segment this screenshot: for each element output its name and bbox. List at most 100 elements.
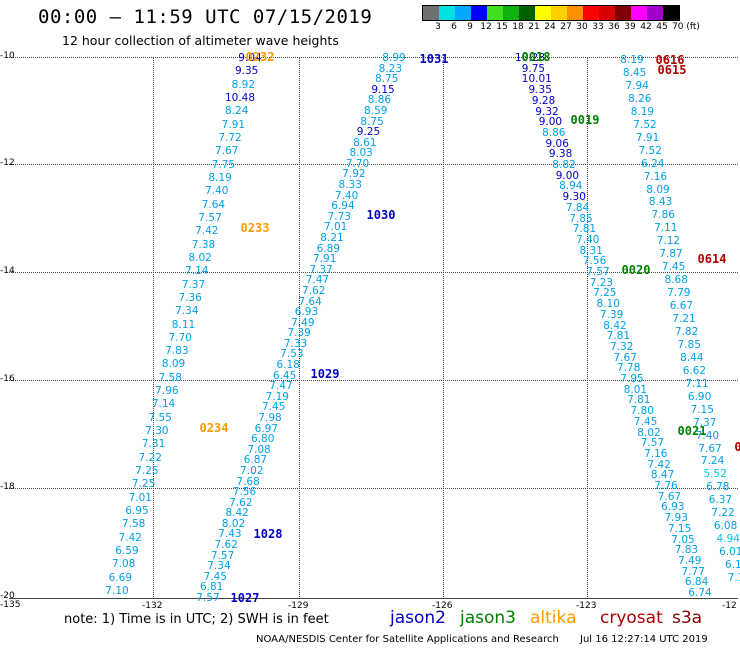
wave-height-value: 8.23 [378, 62, 403, 75]
wave-height-value: 9.35 [528, 84, 552, 97]
wave-height-value: 7.08 [247, 443, 271, 456]
wave-height-value: 6.59 [115, 545, 139, 558]
wave-height-value: 7.11 [685, 377, 709, 390]
y-tick-label: -14 [0, 266, 15, 276]
wave-height-value: 7.53 [280, 348, 304, 361]
wave-height-value: 7.32 [610, 340, 634, 353]
wave-height-value: 7.67 [698, 442, 722, 455]
color-scale-label: 45 [656, 22, 668, 32]
gridline-x-132 [153, 57, 154, 599]
pass-time-label: 0616 [655, 53, 685, 67]
wave-height-value: 7.10 [105, 585, 129, 597]
wave-height-value: 7.82 [674, 325, 699, 338]
wave-height-value: 7.56 [582, 255, 607, 268]
wave-height-value: 8.26 [628, 92, 652, 105]
x-tick-label: -126 [432, 601, 453, 611]
wave-height-value: 8.82 [552, 159, 576, 171]
wave-height-value: 7.80 [630, 405, 654, 418]
wave-height-value: 7.64 [298, 295, 322, 308]
wave-height-value: 7.67 [613, 351, 637, 364]
wave-height-value: 9.35 [234, 65, 259, 78]
color-scale-label: 30 [576, 22, 588, 32]
wave-height-value: 7.85 [569, 212, 593, 225]
wave-height-value: 7.64 [201, 198, 226, 211]
wave-height-value: 7.77 [681, 565, 705, 578]
color-scale-label: 70 (ft) [672, 22, 700, 32]
wave-height-value: 7.49 [291, 316, 315, 329]
wave-height-value: 8.86 [367, 94, 392, 107]
pass-time-label: 1029 [310, 367, 340, 381]
wave-height-value: 6.45 [272, 369, 297, 382]
pass-time-label: 1028 [253, 527, 283, 541]
pass-time-label: 0019 [570, 113, 600, 127]
wave-height-value: 7.49 [678, 554, 702, 567]
gridline-x-126 [443, 57, 444, 599]
wave-height-value: 7.94 [625, 79, 649, 92]
pass-time-label: 0 [734, 440, 740, 454]
gridline-y-12 [9, 164, 738, 165]
wave-height-value: 7.37 [309, 263, 333, 276]
pass-time-label: 0020 [621, 263, 651, 277]
plot-bottom-border [9, 598, 738, 599]
pass-time-label: 0614 [697, 252, 727, 266]
wave-height-value: 7.23 [589, 276, 614, 289]
wave-height-value: 8.59 [364, 104, 388, 117]
wave-height-value: 6.97 [254, 422, 279, 435]
color-swatch [599, 6, 615, 20]
wave-height-value: 6.93 [661, 501, 685, 514]
wave-height-value: 7.52 [638, 144, 662, 157]
wave-height-value: 8.09 [646, 183, 670, 196]
wave-height-value: 7.37 [181, 278, 206, 291]
wave-height-value: 7.91 [635, 131, 660, 144]
wave-height-value: 4.94 [716, 533, 740, 546]
wave-height-value: 8.11 [171, 318, 196, 331]
wave-height-value: 7.42 [118, 531, 142, 544]
wave-height-value: 10.01 [521, 73, 552, 86]
wave-height-value: 7.58 [121, 518, 146, 531]
map-plot-area [9, 57, 738, 599]
wave-height-value: 7.19 [265, 390, 289, 403]
wave-height-value: 10.48 [224, 91, 256, 104]
wave-height-value: 7.73 [327, 210, 351, 223]
legend-s3a: s3a [672, 608, 703, 628]
wave-height-value: 9.75 [521, 62, 546, 75]
wave-height-value: 7.91 [313, 253, 337, 266]
wave-height-value: 9.00 [538, 116, 563, 129]
wave-height-value: 7.67 [657, 490, 682, 503]
generation-timestamp: Jul 16 12:27:14 UTC 2019 [580, 634, 708, 645]
color-scale-label: 33 [592, 22, 604, 32]
x-tick-label: -12 [722, 601, 737, 611]
wave-height-value: 7.83 [674, 544, 699, 557]
wave-height-value: 9.15 [371, 83, 395, 96]
gridline-y-10 [9, 57, 738, 58]
wave-height-value: 6.1 [725, 559, 740, 572]
wave-height-value: 7.40 [205, 185, 229, 198]
color-swatch [551, 6, 567, 20]
color-swatch [647, 6, 663, 20]
color-scale-label: 15 [496, 22, 508, 32]
wave-height-value: 7.43 [218, 528, 242, 541]
wave-height-value: 7.81 [627, 394, 651, 407]
wave-height-value: 8.19 [620, 54, 644, 66]
color-swatch [663, 6, 679, 20]
x-tick-label: -129 [288, 601, 309, 611]
color-scale-label: 21 [528, 22, 540, 32]
wave-height-value: 6.87 [243, 454, 268, 467]
wave-height-value: 7.40 [334, 189, 359, 202]
y-tick-label: -20 [0, 591, 15, 601]
color-scale-bar [422, 5, 680, 21]
legend-jason3: jason3 [460, 608, 516, 628]
wave-height-value: 7.84 [565, 201, 590, 214]
wave-height-value: 7.01 [128, 491, 152, 504]
wave-height-value: 6.94 [331, 200, 355, 213]
wave-height-value: 8.02 [221, 517, 246, 530]
wave-height-value: 8.44 [680, 351, 704, 364]
color-scale-label: 24 [544, 22, 556, 32]
wave-height-value: 7.57 [210, 549, 235, 562]
credit-line: NOAA/NESDIS Center for Satellite Applica… [256, 634, 559, 645]
color-swatch [631, 6, 647, 20]
wave-height-value: 6.69 [108, 571, 133, 584]
wave-height-value: 7.55 [148, 411, 172, 424]
wave-height-value: 7.57 [640, 437, 665, 450]
color-swatch [487, 6, 503, 20]
